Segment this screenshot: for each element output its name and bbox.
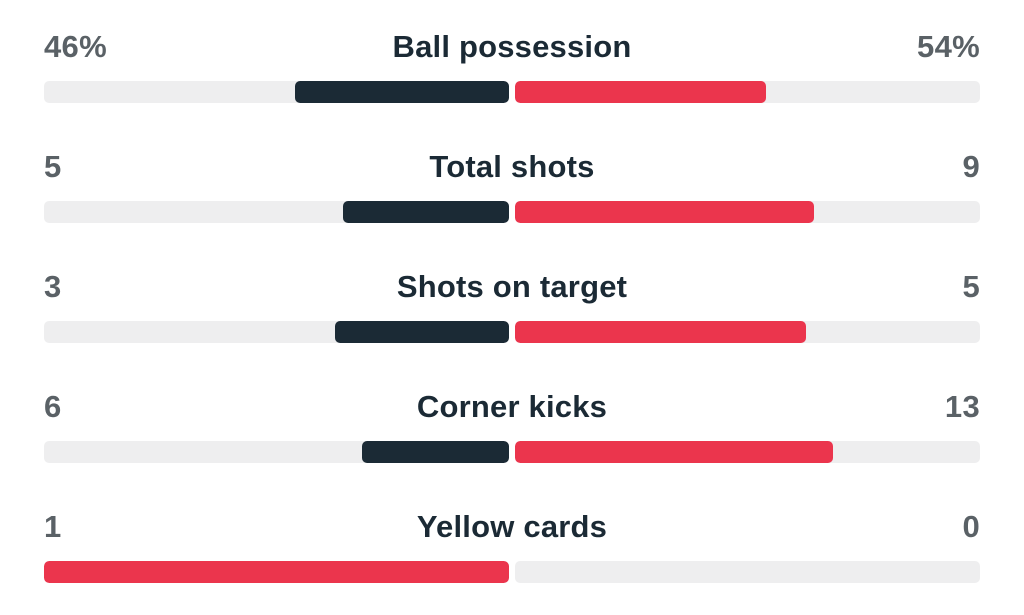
away-bar-fill: [515, 201, 814, 223]
home-bar-track: [44, 201, 509, 223]
home-bar-fill: [44, 561, 509, 583]
away-value: 13: [944, 389, 980, 424]
away-value: 0: [962, 509, 980, 544]
stat-label: Shots on target: [396, 269, 628, 304]
home-bar-fill: [295, 81, 509, 103]
home-value: 1: [44, 509, 62, 544]
home-bar-fill: [343, 201, 509, 223]
home-bar-track: [44, 321, 509, 343]
away-bar-track: [515, 561, 980, 583]
stat-header: 1 Yellow cards 0: [44, 500, 980, 550]
stat-label: Yellow cards: [416, 509, 608, 544]
stat-row-yellow-cards: 1 Yellow cards 0: [44, 500, 980, 592]
home-bar-fill: [362, 441, 509, 463]
stat-label: Total shots: [429, 149, 595, 184]
away-bar-fill: [515, 441, 834, 463]
home-value: 3: [44, 269, 62, 304]
stat-header: 5 Total shots 9: [44, 140, 980, 190]
away-bar-track: [515, 321, 980, 343]
away-value: 5: [962, 269, 980, 304]
stat-label: Ball possession: [392, 29, 632, 64]
stat-row-corner-kicks: 6 Corner kicks 13: [44, 380, 980, 472]
stat-row-shots-on-target: 3 Shots on target 5: [44, 260, 980, 352]
away-bar-track: [515, 201, 980, 223]
home-bar-fill: [334, 321, 509, 343]
away-bar-track: [515, 81, 980, 103]
away-value: 54%: [917, 29, 980, 64]
stat-header: 3 Shots on target 5: [44, 260, 980, 310]
away-bar-fill: [515, 321, 806, 343]
stat-header: 6 Corner kicks 13: [44, 380, 980, 430]
home-bar-track: [44, 441, 509, 463]
away-bar-fill: [515, 81, 767, 103]
home-value: 46%: [44, 29, 107, 64]
home-value: 6: [44, 389, 62, 424]
stat-row-total-shots: 5 Total shots 9: [44, 140, 980, 232]
home-bar-track: [44, 561, 509, 583]
home-value: 5: [44, 149, 62, 184]
stat-header: 46% Ball possession 54%: [44, 20, 980, 70]
away-value: 9: [962, 149, 980, 184]
stat-row-ball-possession: 46% Ball possession 54%: [44, 20, 980, 112]
away-bar-track: [515, 441, 980, 463]
stat-label: Corner kicks: [416, 389, 608, 424]
home-bar-track: [44, 81, 509, 103]
